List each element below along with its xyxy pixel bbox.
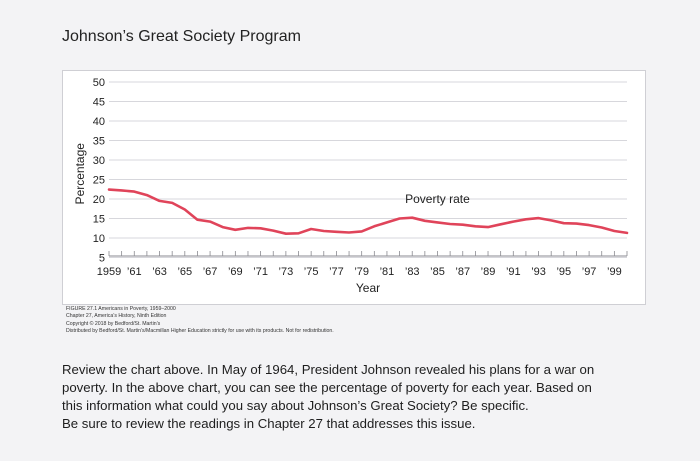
caption-line-figure: FIGURE 27.1 Americans in Poverty, 1959–2… [66, 306, 176, 312]
data-point [196, 218, 199, 221]
data-point [474, 225, 477, 228]
page-title: Johnson’s Great Society Program [62, 28, 301, 45]
question-line-1: Review the chart above. In May of 1964, … [62, 362, 595, 377]
x-axis-title: Year [356, 281, 380, 295]
data-point [423, 219, 426, 222]
y-tick-label: 25 [93, 175, 105, 187]
data-point [588, 224, 590, 227]
y-tick-label: 15 [93, 214, 105, 226]
data-point [133, 190, 136, 193]
x-tick-label: ’87 [455, 266, 470, 278]
x-tick-label: ’91 [506, 266, 521, 278]
data-point [575, 222, 578, 225]
poverty-rate-line [107, 188, 629, 235]
x-tick-label: ’77 [329, 266, 344, 278]
data-point [626, 232, 628, 234]
x-tick-label: ’65 [177, 266, 192, 278]
x-tick-label: ’99 [607, 266, 622, 278]
data-point [512, 220, 515, 223]
caption-line-source: Chapter 27, America’s History, Ninth Edi… [66, 313, 167, 320]
x-tick-label: ’75 [304, 266, 319, 278]
data-point [562, 222, 565, 225]
data-point [449, 223, 452, 225]
data-point [335, 230, 338, 233]
x-tick-label: ’63 [152, 266, 167, 278]
question-line-4: Be sure to review the readings in Chapte… [62, 416, 476, 431]
x-tick-label: ’61 [127, 266, 142, 278]
data-point [600, 226, 603, 229]
x-tick-label: ’83 [405, 266, 420, 278]
data-point [158, 200, 161, 202]
data-point [373, 225, 376, 228]
y-tick-label: 40 [93, 116, 105, 128]
y-tick-label: 20 [93, 194, 105, 206]
data-point [348, 231, 350, 234]
y-tick-label: 35 [93, 136, 105, 148]
data-point [322, 230, 325, 232]
y-tick-label: 30 [93, 155, 105, 167]
data-point [310, 228, 313, 230]
data-point [146, 194, 148, 196]
data-point [411, 216, 414, 219]
data-point [550, 219, 553, 222]
x-tick-label: ’97 [582, 266, 597, 278]
poverty-line-chart: 5 10 15 20 25 30 35 40 45 50 1959 ’61 ’63 ’65 ’67 ’69 ’7… [73, 77, 629, 295]
question-line-2: poverty. In the above chart, you can see… [62, 380, 592, 395]
data-point [272, 229, 275, 232]
data-point [398, 217, 401, 220]
chart-frame: 5 10 15 20 25 30 35 40 45 50 1959 ’61 ’63 ’65 ’67 ’69 ’7… [62, 70, 646, 305]
x-tick-label: ’71 [253, 266, 268, 278]
data-point [487, 226, 489, 228]
data-point [499, 223, 502, 226]
data-point [234, 228, 237, 231]
data-point [247, 226, 249, 229]
y-tick-label: 45 [93, 97, 105, 109]
x-tick-label: ’93 [531, 266, 546, 278]
question-text: Review the chart above. In May of 1964, … [62, 361, 662, 433]
x-tick-label: ’85 [430, 266, 445, 278]
x-tick-label: ’81 [380, 266, 395, 278]
x-tick-label: 1959 [97, 266, 121, 278]
data-point [360, 230, 363, 233]
data-point [284, 232, 287, 235]
data-point [613, 230, 616, 232]
x-tick-label: ’89 [481, 266, 496, 278]
caption-line-copyright: Copyright © 2018 by Bedford/St. Martin’s [66, 320, 161, 327]
data-point [297, 232, 300, 235]
x-tick-label: ’73 [279, 266, 294, 278]
data-point [171, 202, 174, 204]
data-point [183, 208, 186, 211]
x-tick-label: ’67 [203, 266, 218, 278]
data-point [221, 226, 224, 228]
y-tick-label: 10 [93, 233, 105, 245]
question-line-3: this information what could you say abou… [62, 398, 529, 413]
data-point [537, 217, 540, 220]
data-point [120, 189, 123, 192]
data-point [386, 221, 388, 224]
series-annotation: Poverty rate [405, 192, 470, 206]
data-point [461, 223, 464, 226]
y-axis-title: Percentage [73, 143, 87, 205]
data-point [436, 221, 439, 224]
x-tick-label: ’79 [354, 266, 369, 278]
x-tick-label: ’69 [228, 266, 243, 278]
figure-caption: FIGURE 27.1 Americans in Poverty, 1959–2… [66, 306, 334, 336]
data-point [209, 220, 211, 223]
data-point [525, 218, 527, 221]
y-tick-label: 50 [93, 77, 105, 89]
caption-line-distribution: Distributed by Bedford/St. Martin’s/Macm… [66, 328, 334, 335]
x-tick-label: ’95 [556, 266, 571, 278]
data-point [259, 227, 262, 230]
y-tick-label: 5 [99, 253, 105, 265]
data-point [108, 188, 110, 191]
